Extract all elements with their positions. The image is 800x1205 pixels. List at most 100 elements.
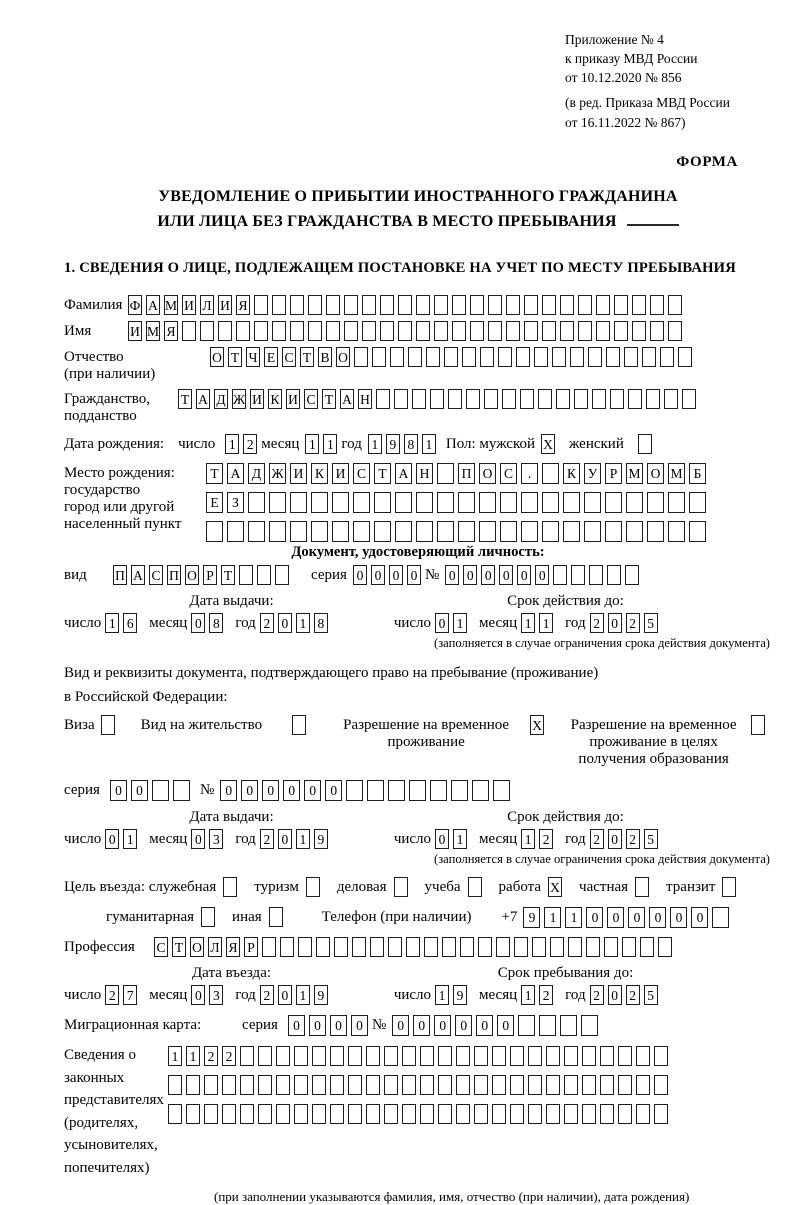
char-cell[interactable]: 1: [123, 829, 138, 850]
char-cell[interactable]: [332, 521, 349, 543]
char-cell[interactable]: 5: [643, 613, 658, 634]
char-cell[interactable]: 0: [191, 985, 206, 1006]
char-cell[interactable]: [416, 295, 430, 316]
char-cell[interactable]: [412, 389, 426, 410]
char-cell[interactable]: [248, 521, 265, 543]
char-cell[interactable]: [409, 780, 427, 802]
char-cell[interactable]: 0: [325, 780, 343, 802]
char-cell[interactable]: [574, 389, 588, 410]
char-cell[interactable]: [223, 877, 238, 898]
char-cell[interactable]: 0: [277, 985, 292, 1006]
char-cell[interactable]: [610, 389, 624, 410]
char-cell[interactable]: [438, 1075, 452, 1096]
char-cell[interactable]: [626, 492, 643, 514]
char-cell[interactable]: 0: [406, 565, 421, 586]
char-cell[interactable]: [500, 521, 517, 543]
char-cell[interactable]: [632, 295, 646, 316]
char-cell[interactable]: С: [500, 463, 517, 485]
char-cell[interactable]: [542, 295, 556, 316]
char-cell[interactable]: [257, 565, 271, 586]
char-cell[interactable]: [524, 321, 538, 342]
char-cell[interactable]: И: [182, 295, 196, 316]
char-cell[interactable]: 2: [625, 985, 640, 1006]
char-cell[interactable]: [578, 295, 592, 316]
char-cell[interactable]: М: [164, 295, 178, 316]
char-cell[interactable]: [204, 1075, 218, 1096]
char-cell[interactable]: [488, 295, 502, 316]
char-cell[interactable]: 0: [413, 1015, 431, 1037]
char-cell[interactable]: 0: [607, 907, 625, 929]
char-cell[interactable]: З: [227, 492, 244, 514]
char-cell[interactable]: 0: [435, 613, 450, 634]
char-cell[interactable]: 1: [521, 985, 536, 1006]
char-cell[interactable]: А: [340, 389, 354, 410]
char-cell[interactable]: [312, 1046, 326, 1067]
char-cell[interactable]: [488, 321, 502, 342]
char-cell[interactable]: [654, 1104, 668, 1125]
char-cell[interactable]: [311, 492, 328, 514]
char-cell[interactable]: [326, 295, 340, 316]
char-cell[interactable]: [402, 1046, 416, 1067]
char-cell[interactable]: [668, 521, 685, 543]
char-cell[interactable]: Ф: [128, 295, 142, 316]
char-cell[interactable]: [470, 321, 484, 342]
char-cell[interactable]: [582, 1104, 596, 1125]
char-cell[interactable]: 2: [204, 1046, 218, 1067]
char-cell[interactable]: [308, 295, 322, 316]
char-cell[interactable]: 0: [191, 613, 206, 634]
char-cell[interactable]: 1: [421, 434, 436, 455]
char-cell[interactable]: [563, 521, 580, 543]
char-cell[interactable]: [272, 295, 286, 316]
char-cell[interactable]: [276, 1075, 290, 1096]
char-cell[interactable]: [625, 565, 640, 586]
char-cell[interactable]: [607, 565, 622, 586]
char-cell[interactable]: [628, 389, 642, 410]
char-cell[interactable]: [290, 295, 304, 316]
char-cell[interactable]: [280, 937, 294, 958]
char-cell[interactable]: [568, 937, 582, 958]
char-cell[interactable]: 1: [295, 985, 310, 1006]
char-cell[interactable]: [520, 389, 534, 410]
char-cell[interactable]: [605, 492, 622, 514]
char-cell[interactable]: 0: [691, 907, 709, 929]
char-cell[interactable]: [514, 937, 528, 958]
char-cell[interactable]: [588, 347, 602, 368]
char-cell[interactable]: [222, 1075, 236, 1096]
char-cell[interactable]: [626, 521, 643, 543]
char-cell[interactable]: 2: [589, 613, 604, 634]
char-cell[interactable]: [646, 389, 660, 410]
char-cell[interactable]: [305, 877, 320, 898]
char-cell[interactable]: 1: [453, 829, 468, 850]
char-cell[interactable]: 1: [168, 1046, 182, 1067]
char-cell[interactable]: 2: [625, 613, 640, 634]
char-cell[interactable]: [416, 521, 433, 543]
char-cell[interactable]: 8: [209, 613, 224, 634]
char-cell[interactable]: [372, 347, 386, 368]
char-cell[interactable]: [521, 521, 538, 543]
char-cell[interactable]: 9: [313, 985, 328, 1006]
char-cell[interactable]: Т: [178, 389, 192, 410]
char-cell[interactable]: 3: [209, 829, 224, 850]
char-cell[interactable]: [510, 1075, 524, 1096]
char-cell[interactable]: [346, 780, 364, 802]
char-cell[interactable]: [654, 1046, 668, 1067]
char-cell[interactable]: [353, 492, 370, 514]
char-cell[interactable]: 0: [435, 829, 450, 850]
char-cell[interactable]: [660, 347, 674, 368]
char-cell[interactable]: [458, 521, 475, 543]
char-cell[interactable]: 0: [607, 613, 622, 634]
char-cell[interactable]: А: [146, 295, 160, 316]
char-cell[interactable]: О: [185, 565, 199, 586]
char-cell[interactable]: 3: [209, 985, 224, 1006]
char-cell[interactable]: [689, 492, 706, 514]
char-cell[interactable]: [330, 1046, 344, 1067]
char-cell[interactable]: [430, 389, 444, 410]
char-cell[interactable]: [366, 1075, 380, 1096]
char-cell[interactable]: Н: [358, 389, 372, 410]
char-cell[interactable]: 0: [388, 565, 403, 586]
char-cell[interactable]: Д: [248, 463, 265, 485]
char-cell[interactable]: [258, 1104, 272, 1125]
char-cell[interactable]: 6: [123, 613, 138, 634]
char-cell[interactable]: [393, 877, 408, 898]
char-cell[interactable]: 8: [313, 613, 328, 634]
